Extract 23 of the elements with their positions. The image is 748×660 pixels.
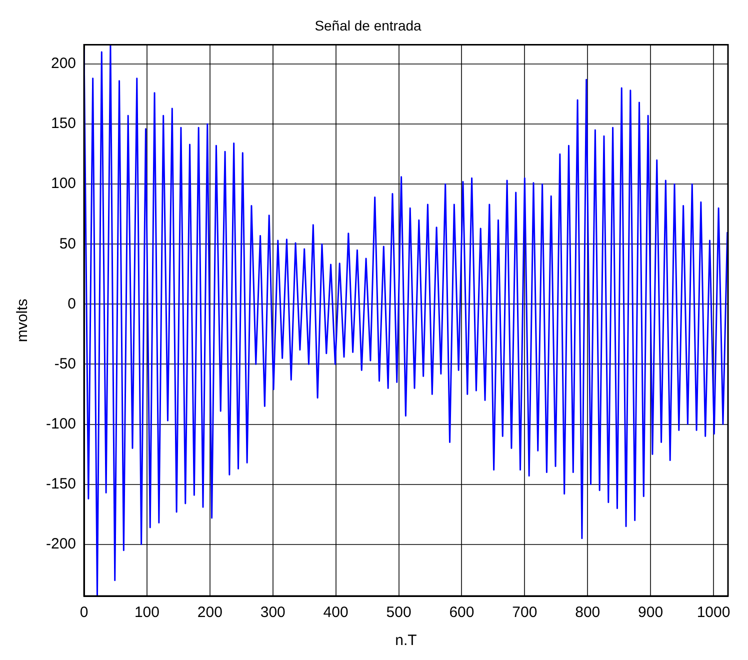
x-tick-label: 800 [575,604,600,622]
y-tick-label: -50 [54,355,76,372]
x-tick-label: 1000 [696,604,730,622]
x-tick-label: 500 [386,604,412,622]
x-tick-label: 900 [638,604,664,622]
y-tick-label: 0 [68,295,76,312]
chart-title: Señal de entrada [314,17,422,34]
x-tick-label: 700 [512,604,538,622]
x-tick-label: 100 [134,604,160,622]
y-tick-label: 200 [50,55,76,72]
y-tick-label: -100 [46,415,76,432]
y-axis-title: mvolts [14,298,32,342]
x-axis-title: n.T [395,632,417,650]
y-tick-label: -200 [46,536,76,553]
y-tick-label: 50 [59,235,76,252]
y-tick-label: -150 [46,475,76,492]
x-tick-label: 300 [260,604,286,622]
y-tick-label: 100 [50,175,76,192]
x-tick-label: 600 [449,604,474,622]
x-tick-label: 200 [197,604,222,622]
y-tick-label: 150 [50,115,76,132]
x-tick-label: 400 [323,604,348,622]
x-tick-label: 0 [80,604,88,622]
